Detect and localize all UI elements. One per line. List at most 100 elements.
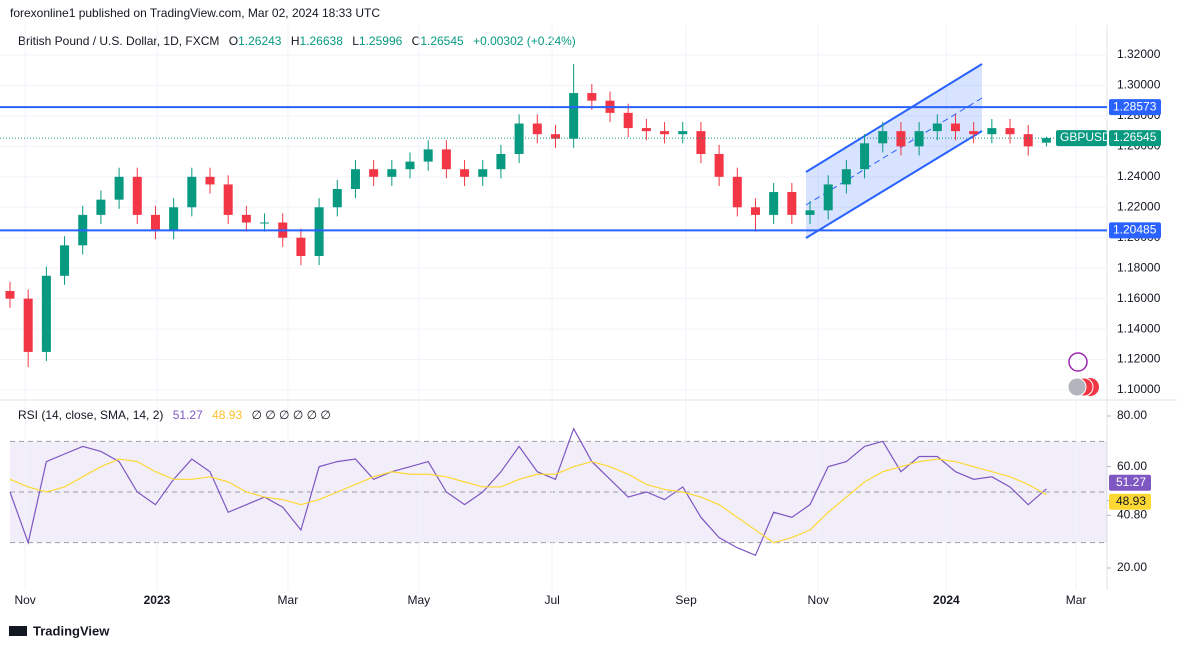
channel-mid bbox=[805, 97, 983, 206]
value-badge bbox=[1109, 474, 1151, 491]
candle-body bbox=[314, 207, 324, 256]
y-tick-label: 1.22000 bbox=[1117, 199, 1161, 213]
candle-body bbox=[96, 199, 106, 215]
candle-body bbox=[750, 207, 760, 215]
channel-bottom bbox=[805, 130, 983, 239]
candle-body bbox=[987, 128, 997, 135]
hidden-icons: ∅ ∅ ∅ ∅ ∅ ∅ bbox=[251, 408, 330, 422]
rsi-value: 51.27 bbox=[173, 408, 203, 422]
level-badge bbox=[1109, 222, 1161, 239]
l-label: L bbox=[352, 34, 359, 48]
tv-logo bbox=[9, 626, 27, 636]
candle-body bbox=[478, 169, 488, 177]
x-tick-label: 2024 bbox=[933, 593, 960, 607]
y-tick-label: 1.30000 bbox=[1117, 78, 1161, 92]
symbol-badge bbox=[1056, 130, 1107, 147]
change: +0.00302 (+0.24%) bbox=[473, 34, 576, 48]
candle-body bbox=[405, 161, 415, 170]
x-tick-label: Nov bbox=[808, 593, 829, 607]
legend-row: British Pound / U.S. Dollar, 1D, FXCM O1… bbox=[18, 34, 576, 48]
rsi-legend: RSI (14, close, SMA, 14, 2) 51.27 48.93 … bbox=[18, 408, 331, 422]
value-badge-label: 48.93 bbox=[1116, 494, 1146, 508]
level-label: 1.20485 bbox=[1113, 223, 1157, 237]
symbol: British Pound / U.S. Dollar, 1D, FXCM bbox=[18, 34, 219, 48]
published-note: forexonline1 published on TradingView.co… bbox=[10, 6, 380, 20]
rsi-sma-value: 48.93 bbox=[212, 408, 242, 422]
candle-body bbox=[441, 149, 451, 170]
candle-body bbox=[1041, 138, 1051, 143]
high: 1.26638 bbox=[300, 34, 344, 48]
candle-body bbox=[932, 123, 942, 132]
x-tick-label: Mar bbox=[1066, 593, 1087, 607]
candle-body bbox=[1023, 134, 1033, 147]
candle-body bbox=[5, 291, 15, 299]
candle-body bbox=[787, 192, 797, 215]
x-tick-label: Jul bbox=[544, 593, 559, 607]
y-tick-label: 1.32000 bbox=[1117, 47, 1161, 61]
candle-body bbox=[732, 176, 742, 208]
candle-body bbox=[514, 123, 524, 154]
open: 1.26243 bbox=[238, 34, 282, 48]
candle-body bbox=[532, 123, 542, 135]
candle-body bbox=[896, 131, 906, 147]
symbol-label: GBPUSD bbox=[1060, 130, 1111, 144]
x-tick-label: Mar bbox=[278, 593, 299, 607]
y-tick-label: 80.00 bbox=[1117, 408, 1147, 422]
candle-body bbox=[714, 153, 724, 177]
candle-body bbox=[860, 143, 870, 170]
price-label: 1.26545 bbox=[1113, 130, 1157, 144]
candle-body bbox=[696, 131, 706, 154]
channel-top bbox=[805, 63, 983, 173]
level-badge bbox=[1109, 99, 1161, 116]
candle-body bbox=[569, 93, 579, 139]
candle-body bbox=[460, 169, 470, 177]
flash-icon[interactable] bbox=[1068, 352, 1088, 372]
low: 1.25996 bbox=[359, 34, 403, 48]
y-tick-label: 1.14000 bbox=[1117, 321, 1161, 335]
candle-body bbox=[841, 169, 851, 185]
y-tick-label: 40.80 bbox=[1117, 507, 1147, 521]
y-tick-label: 1.18000 bbox=[1117, 260, 1161, 274]
candle-body bbox=[332, 189, 342, 208]
candle-body bbox=[660, 131, 670, 135]
y-tick-label: 60.00 bbox=[1117, 459, 1147, 473]
value-badge bbox=[1109, 493, 1151, 510]
candle-body bbox=[187, 176, 197, 208]
rsi-line bbox=[9, 458, 1047, 544]
candle-body bbox=[641, 128, 651, 132]
price-badge bbox=[1109, 130, 1161, 147]
value-badge-label: 51.27 bbox=[1116, 475, 1146, 489]
y-tick-label: 1.16000 bbox=[1117, 291, 1161, 305]
candle-body bbox=[132, 176, 142, 215]
candle-body bbox=[296, 237, 306, 256]
candle-body bbox=[350, 169, 360, 189]
candle-body bbox=[805, 210, 815, 215]
y-tick-label: 1.10000 bbox=[1117, 382, 1161, 396]
x-tick-label: Nov bbox=[14, 593, 35, 607]
event-icon[interactable] bbox=[1067, 377, 1087, 397]
candle-body bbox=[23, 298, 33, 352]
candle-body bbox=[550, 134, 560, 139]
candle-body bbox=[587, 93, 597, 101]
candle-body bbox=[496, 153, 506, 170]
rsi-line bbox=[9, 427, 1047, 557]
y-tick-label: 1.12000 bbox=[1117, 352, 1161, 366]
candle-body bbox=[623, 112, 633, 129]
candle-body bbox=[369, 169, 379, 177]
candle-body bbox=[260, 222, 270, 224]
candle-body bbox=[914, 131, 924, 147]
candle-body bbox=[41, 275, 51, 352]
x-tick-label: May bbox=[407, 593, 430, 607]
x-tick-label: Sep bbox=[675, 593, 697, 607]
candle-body bbox=[969, 131, 979, 135]
rsi-title: RSI (14, close, SMA, 14, 2) bbox=[18, 408, 163, 422]
y-tick-label: 1.24000 bbox=[1117, 169, 1161, 183]
candle-body bbox=[114, 176, 124, 200]
candle-body bbox=[150, 214, 160, 231]
candle-body bbox=[223, 184, 233, 215]
brand: TradingView bbox=[33, 623, 110, 638]
candle-body bbox=[423, 149, 433, 162]
candle-body bbox=[205, 176, 215, 185]
